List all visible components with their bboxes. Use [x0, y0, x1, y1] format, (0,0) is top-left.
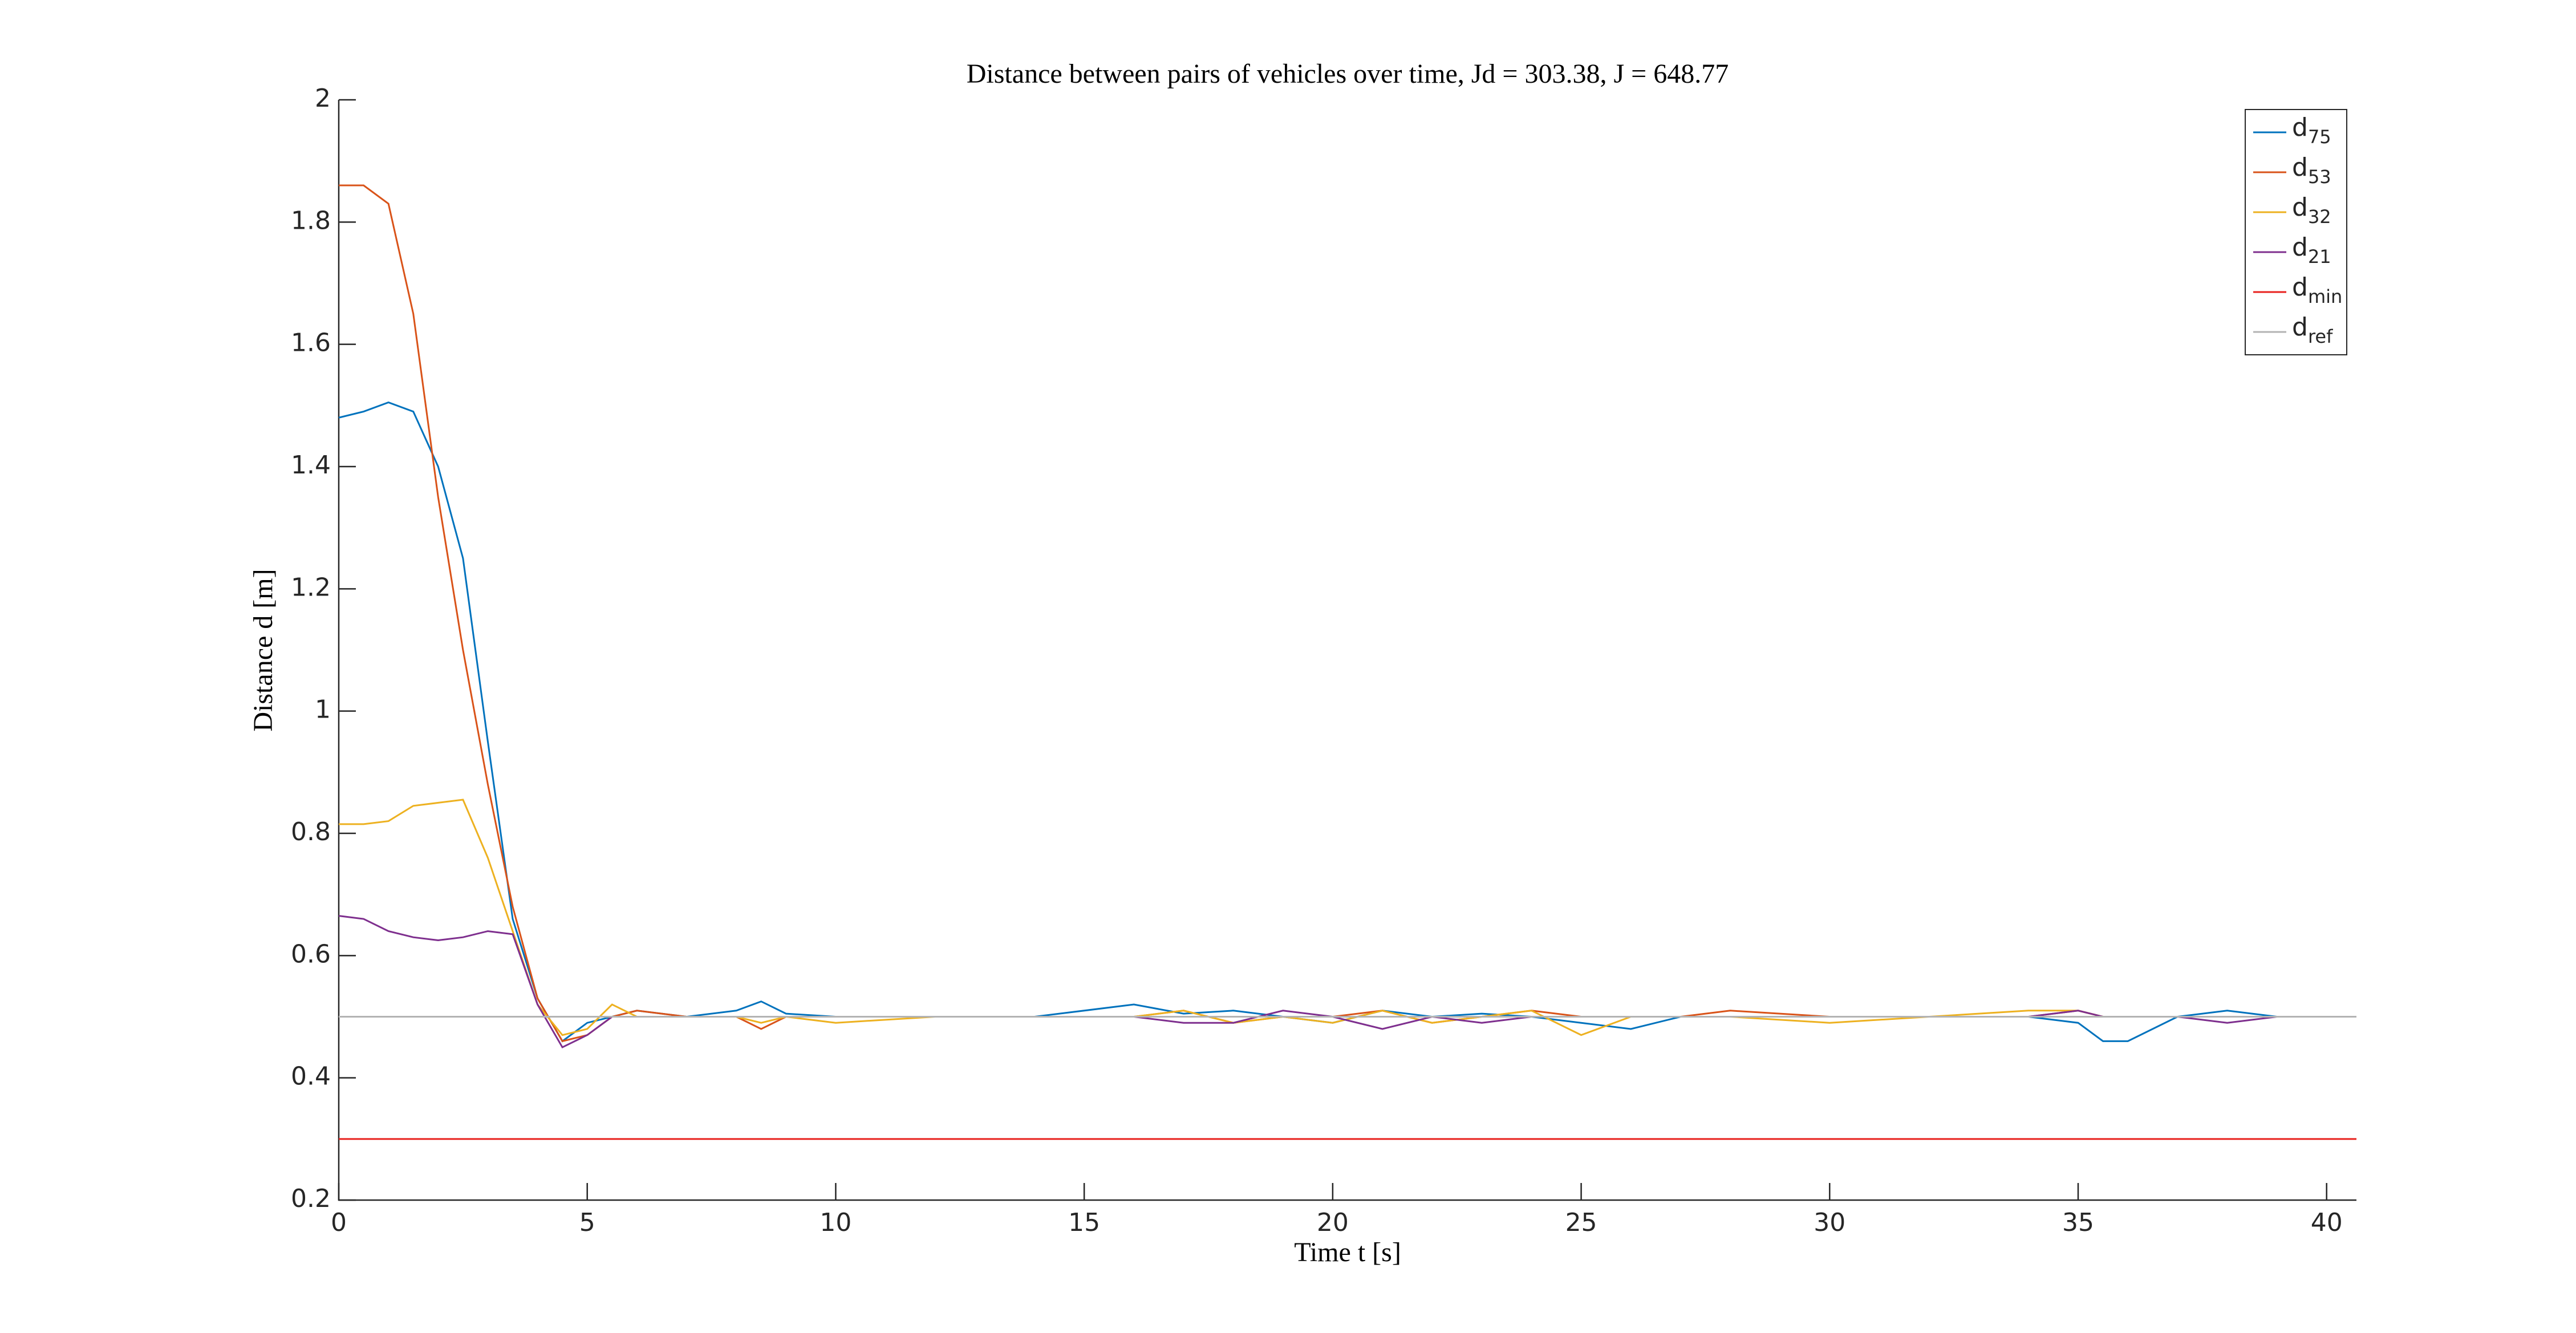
- legend-label: d21: [2292, 233, 2331, 268]
- x-tick-label: 40: [2311, 1208, 2343, 1237]
- legend-name: d: [2292, 193, 2308, 222]
- y-tick-label: 0.6: [291, 939, 331, 969]
- x-tick-label: 5: [579, 1208, 595, 1237]
- legend-name: d: [2292, 313, 2308, 342]
- legend-label: dmin: [2292, 273, 2342, 307]
- legend-label: d53: [2292, 153, 2331, 188]
- legend-name: d: [2292, 273, 2308, 302]
- y-tick-label: 2: [315, 84, 331, 113]
- x-tick-label: 35: [2062, 1208, 2094, 1237]
- x-tick-label: 20: [1317, 1208, 1349, 1237]
- legend-name: d: [2292, 153, 2308, 182]
- legend-subscript: min: [2308, 286, 2342, 307]
- legend-label: d32: [2292, 193, 2331, 228]
- x-tick-label: 10: [820, 1208, 851, 1237]
- legend-subscript: 53: [2308, 166, 2331, 188]
- legend-label: dref: [2292, 313, 2333, 347]
- legend-label: d75: [2292, 113, 2331, 148]
- legend-name: d: [2292, 233, 2308, 262]
- y-axis-label: Distance d [m]: [248, 569, 278, 731]
- legend-subscript: 32: [2308, 206, 2331, 228]
- x-tick-label: 25: [1565, 1208, 1597, 1237]
- y-tick-label: 1.6: [291, 329, 331, 358]
- y-tick-label: 0.2: [291, 1184, 331, 1213]
- y-tick-label: 1.2: [291, 573, 331, 602]
- y-tick-label: 0.4: [291, 1062, 331, 1091]
- y-tick-label: 0.8: [291, 817, 331, 846]
- y-tick-label: 1: [315, 695, 331, 724]
- legend-name: d: [2292, 113, 2308, 142]
- series-line: [339, 799, 2356, 1036]
- legend-subscript: ref: [2308, 326, 2333, 347]
- legend-box: [2245, 109, 2347, 355]
- y-tick-label: 1.4: [291, 451, 331, 480]
- legend-subscript: 21: [2308, 246, 2331, 268]
- x-tick-label: 30: [1814, 1208, 1845, 1237]
- chart-title: Distance between pairs of vehicles over …: [967, 59, 1729, 89]
- x-axis-label: Time t [s]: [1294, 1237, 1401, 1267]
- x-tick-label: 0: [331, 1208, 347, 1237]
- legend-subscript: 75: [2308, 126, 2331, 148]
- x-tick-label: 15: [1068, 1208, 1100, 1237]
- y-tick-label: 1.8: [291, 206, 331, 235]
